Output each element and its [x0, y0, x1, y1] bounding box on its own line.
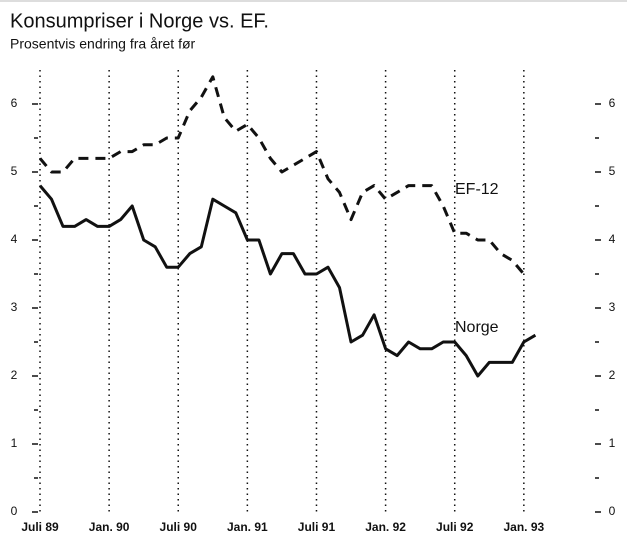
- x-tick-label: Jan. 93: [503, 520, 544, 534]
- y2-tick-label: 1: [609, 436, 616, 450]
- x-tick-label: Jan. 92: [365, 520, 406, 534]
- y-tick-label: 6: [11, 96, 18, 110]
- y-tick-label: 1: [11, 436, 18, 450]
- x-tick-label: Juli 91: [298, 520, 336, 534]
- x-tick-label: Juli 90: [160, 520, 198, 534]
- x-tick-label: Juli 89: [21, 520, 59, 534]
- x-tick-label: Juli 92: [436, 520, 474, 534]
- series-label: Norge: [455, 319, 499, 336]
- series-line: [38, 75, 525, 275]
- y-tick-label: 3: [11, 300, 18, 314]
- chart-title: Konsumpriser i Norge vs. EF.: [10, 10, 269, 32]
- x-tick-label: Jan. 91: [227, 520, 268, 534]
- y2-tick-label: 4: [609, 232, 616, 246]
- y2-tick-label: 3: [609, 300, 616, 314]
- x-tick-label: Jan. 90: [89, 520, 130, 534]
- series-line: [38, 184, 537, 378]
- y2-tick-label: 2: [609, 368, 616, 382]
- y2-tick-label: 0: [609, 504, 616, 518]
- y-tick-label: 5: [11, 164, 18, 178]
- y-tick-label: 4: [11, 232, 18, 246]
- chart-subtitle: Prosentvis endring fra året før: [10, 36, 196, 52]
- series-label: EF-12: [455, 181, 499, 198]
- y-tick-label: 0: [11, 504, 18, 518]
- y2-tick-label: 6: [609, 96, 616, 110]
- y-tick-label: 2: [11, 368, 18, 382]
- y2-tick-label: 5: [609, 164, 616, 178]
